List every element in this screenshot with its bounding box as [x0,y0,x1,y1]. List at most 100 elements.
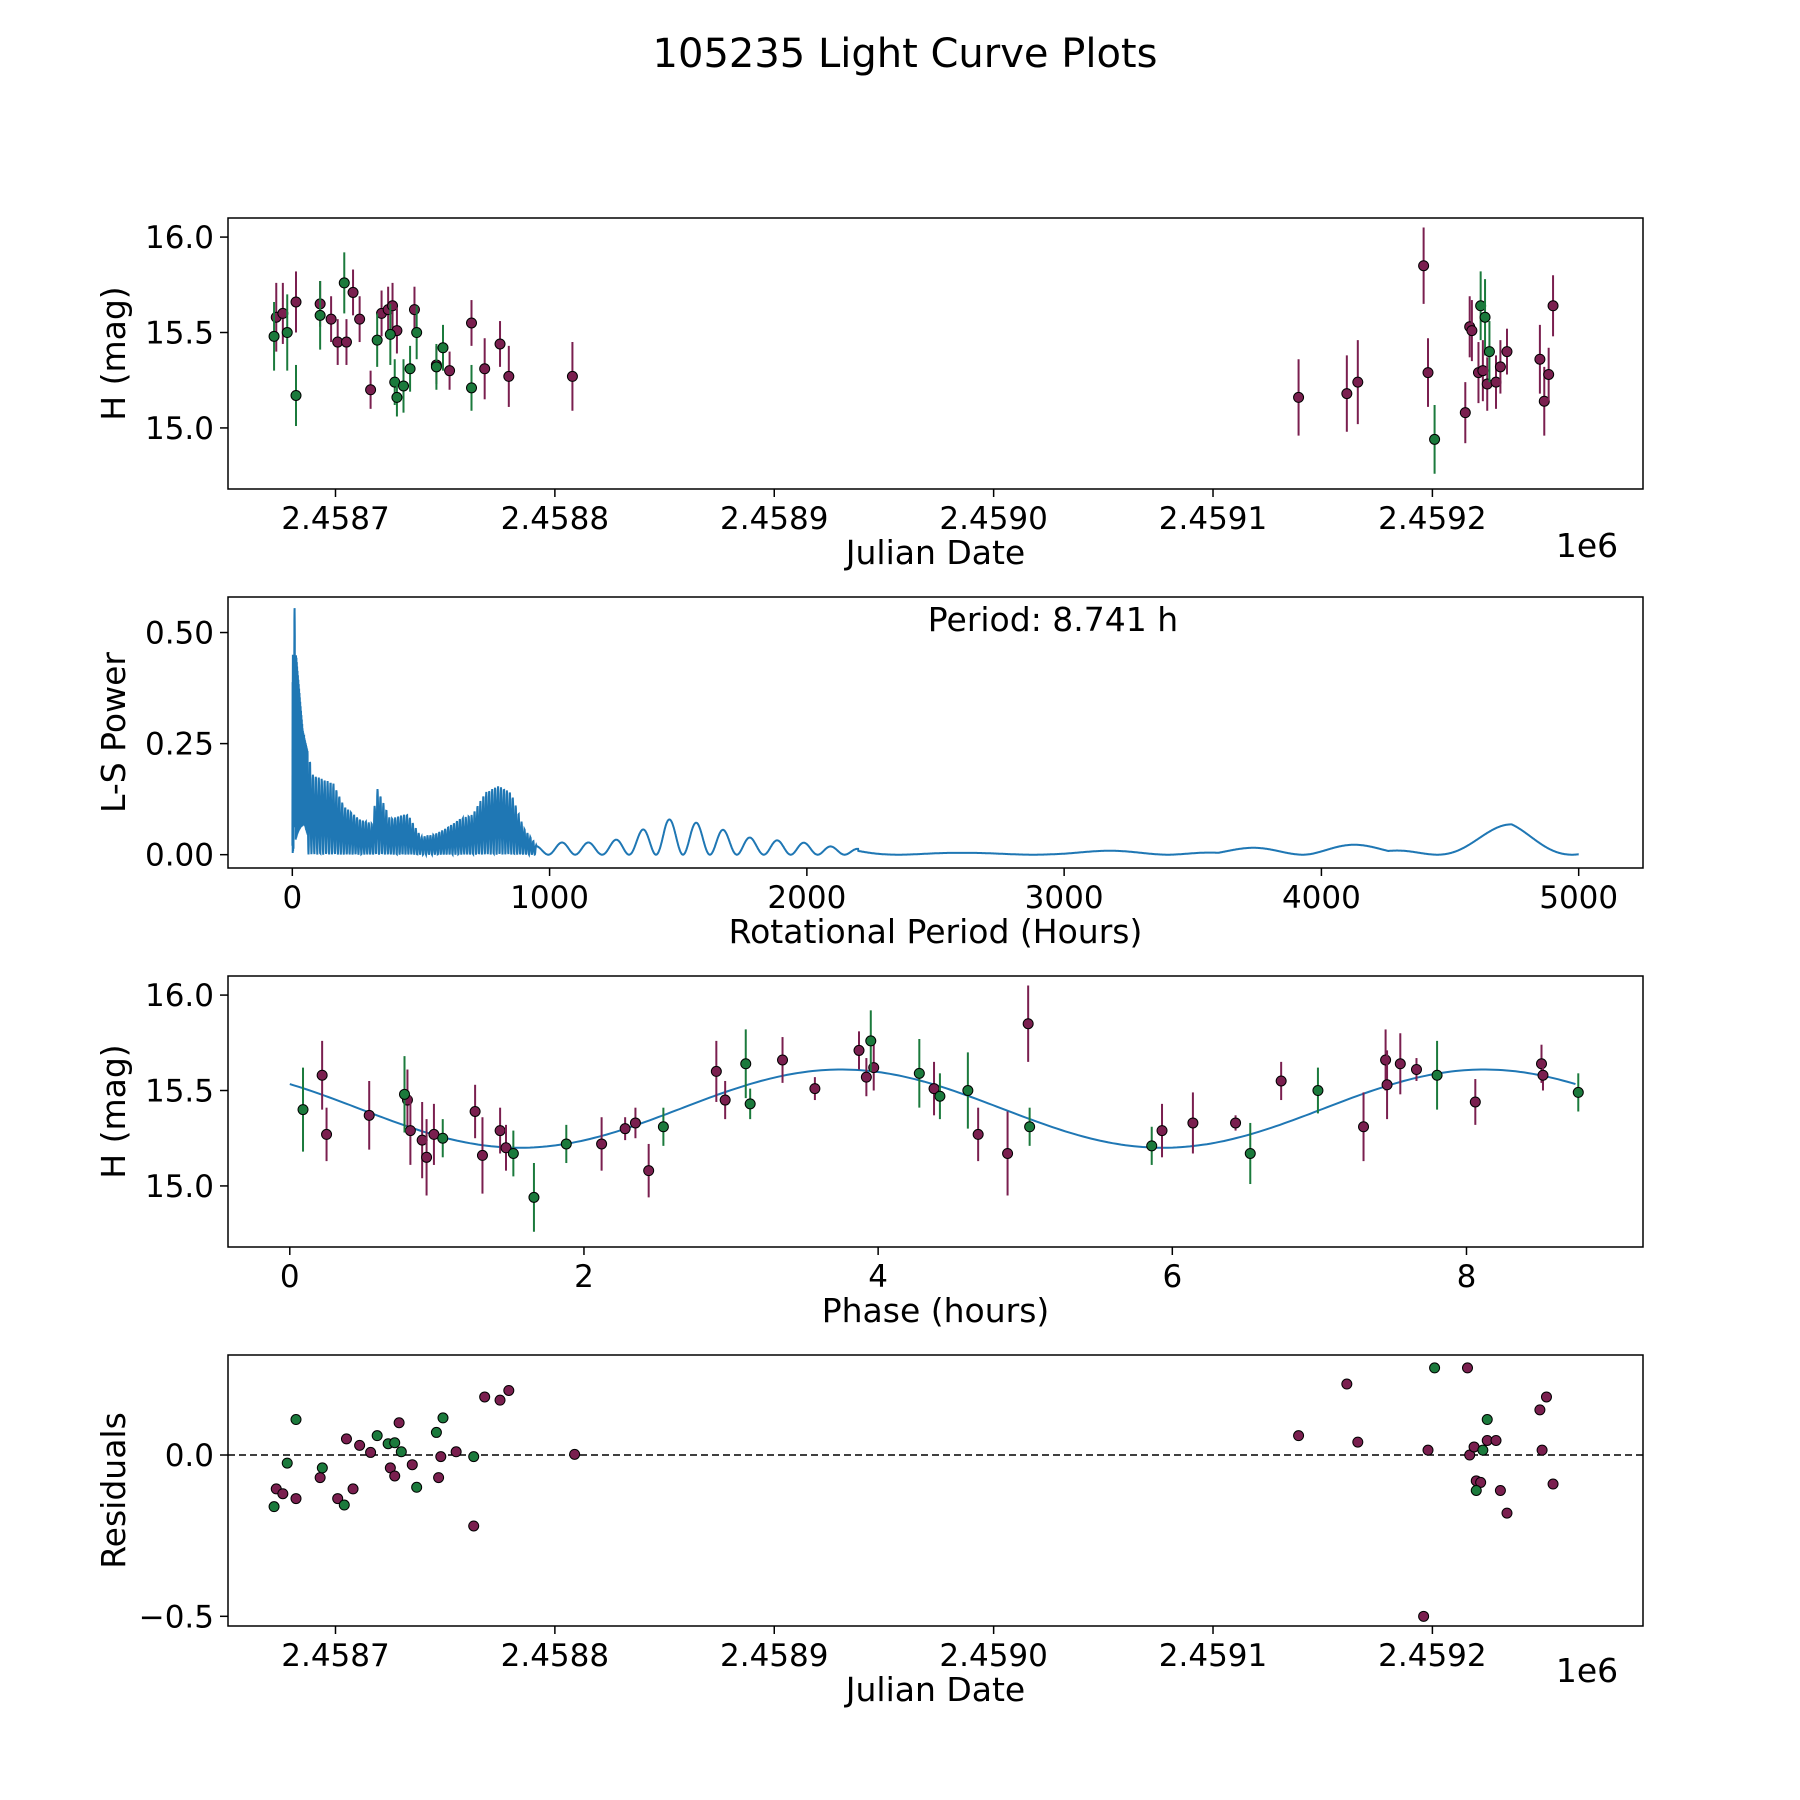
y-axis-label: H (mag) [94,286,133,420]
data-point [1156,1125,1168,1137]
data-point [290,296,302,308]
data-point [325,313,337,325]
x-axis-label: Phase (hours) [822,1291,1050,1330]
x-tick-label: 2.4590 [939,1638,1047,1674]
data-point [406,1459,418,1471]
data-point [1459,407,1471,419]
data-point [1483,346,1495,358]
figure-title: 105235 Light Curve Plots [653,31,1158,77]
x-tick-label: 4 [868,1259,888,1295]
data-point [566,370,578,382]
data-point [365,384,377,396]
data-point [1477,1444,1489,1456]
lightcurve-panel: 1e6 2.4587 2.4588 2.4589 2.4590 2.4591 2.4592… [94,217,1644,572]
data-point [268,330,280,342]
data-point [503,1384,515,1396]
data-point [316,1462,328,1474]
data-point [1230,1117,1242,1129]
data-point [494,338,506,350]
data-point [363,1109,375,1121]
data-point [466,317,478,329]
data-point [1470,1485,1482,1496]
data-point [809,1083,821,1095]
data-point [1429,1362,1441,1374]
x-tick-label: 2000 [767,880,846,916]
x-tick-label: 6 [1162,1259,1182,1295]
data-point [1422,1444,1434,1456]
data-point [569,1448,581,1460]
data-point [354,313,366,325]
x-tick-label: 2.4587 [281,501,389,537]
lightcurve-offset-label: 1e6 [1556,526,1618,565]
data-point [740,1058,752,1070]
y-axis-label: Residuals [94,1412,133,1569]
data-point [643,1165,655,1177]
data-point [1501,346,1513,358]
data-point [710,1065,722,1077]
data-point [314,1472,326,1484]
x-axis-label: Rotational Period (Hours) [729,912,1143,951]
data-point [476,1149,488,1161]
data-point [411,1481,423,1493]
data-point [365,1446,377,1458]
data-point [507,1147,519,1159]
data-point [1275,1075,1287,1087]
data-point [347,286,359,298]
data-point [913,1067,925,1079]
y-axis-label: L-S Power [94,652,133,813]
data-point [1358,1121,1370,1133]
data-point [404,1125,416,1137]
data-point [1537,1069,1549,1081]
data-point [316,1069,328,1081]
data-point [421,1151,433,1163]
data-point [500,1142,512,1154]
data-point [494,1125,506,1137]
data-point [468,1520,480,1532]
data-point [1187,1117,1199,1129]
data-point [433,1472,445,1484]
data-point [1536,1058,1548,1070]
data-point [1547,300,1559,312]
y-tick-label: 0.00 [145,838,214,874]
data-point [354,1439,366,1451]
data-point [972,1128,984,1140]
data-point [1422,367,1434,379]
data-point [314,309,326,321]
x-tick-label: 4000 [1282,880,1361,916]
data-point [1024,1121,1036,1133]
data-point [290,389,302,401]
data-point [657,1121,669,1133]
y-tick-label: −0.5 [139,1599,214,1635]
x-tick-label: 0 [280,1259,300,1295]
data-point [1534,1404,1546,1416]
data-point [777,1054,789,1066]
data-point [1394,1058,1406,1070]
data-point [268,1501,280,1513]
x-tick-label: 8 [1457,1259,1477,1295]
data-point [1002,1147,1014,1159]
data-point [297,1104,309,1116]
periodogram-panel: Period: 8.741 h 0 1000 2000 3000 4000 5000 0.0… [94,596,1644,951]
data-point [437,342,449,354]
data-point [338,277,350,289]
data-point [444,365,456,377]
residuals-offset-label: 1e6 [1556,1651,1618,1690]
x-tick-label: 2.4592 [1378,1638,1486,1674]
x-tick-label: 3000 [1025,880,1104,916]
data-point [338,1499,350,1511]
phase-fold-panel: 0 2 4 6 8 15.0 15.5 16.0 Phase (hours) H (mag) [94,975,1644,1330]
x-tick-label: 2.4589 [720,1638,828,1674]
data-point [1380,1054,1392,1066]
x-tick-label: 2.4589 [720,501,828,537]
data-point [1146,1140,1158,1152]
y-tick-label: 15.0 [145,411,214,447]
data-point [1543,368,1555,380]
residuals-panel: 1e6 2.4587 2.4588 2.4589 2.4590 2.4591 2.4592… [94,1354,1644,1709]
data-point [860,1071,872,1083]
data-point [1479,311,1491,323]
data-point [332,1493,344,1505]
data-point [1536,1444,1548,1456]
data-point [435,1451,447,1463]
data-point [1381,1079,1393,1091]
y-tick-label: 15.5 [145,316,214,352]
